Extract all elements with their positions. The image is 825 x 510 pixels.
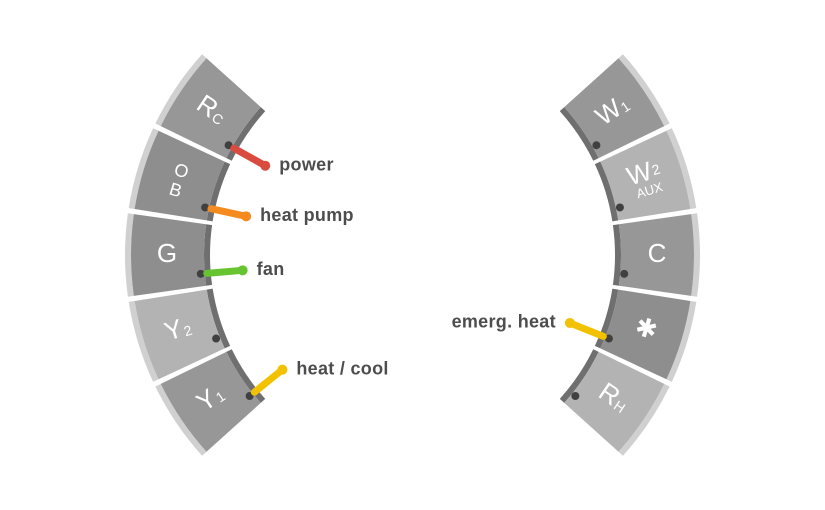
wire-G-label: fan	[257, 259, 285, 279]
wire-STAR-label: emerg. heat	[452, 312, 556, 332]
wire-Rc-label: power	[279, 154, 334, 174]
wire-Y1-label: heat / cool	[296, 358, 388, 378]
wire-OB	[211, 209, 246, 217]
wire-Y1	[254, 370, 282, 393]
segment-G-label: G	[157, 238, 178, 268]
wire-Y1-tip	[277, 365, 287, 375]
terminal-Y2-hole	[212, 335, 220, 343]
svg-text:C: C	[648, 238, 668, 268]
wire-G-tip	[238, 265, 248, 275]
terminal-C-hole	[620, 270, 628, 278]
terminal-Rh-hole	[571, 392, 579, 400]
thermostat-wiring-diagram: Y1Y2GOBRCW1W2AUXC✱RHheat / coolfanheat p…	[0, 0, 825, 510]
terminal-W2AUX-hole	[616, 203, 624, 211]
wire-STAR-tip	[565, 318, 575, 328]
wire-OB-tip	[241, 211, 251, 221]
wire-STAR	[570, 323, 603, 336]
wire-OB-label: heat pump	[260, 205, 354, 225]
wire-Rc-tip	[260, 161, 270, 171]
wire-G	[207, 270, 243, 273]
svg-text:G: G	[157, 238, 178, 268]
terminal-W1-hole	[592, 141, 600, 149]
wire-Rc	[234, 148, 265, 166]
segment-C-label: C	[648, 238, 668, 268]
segment-C-bevel-inner	[613, 224, 621, 286]
